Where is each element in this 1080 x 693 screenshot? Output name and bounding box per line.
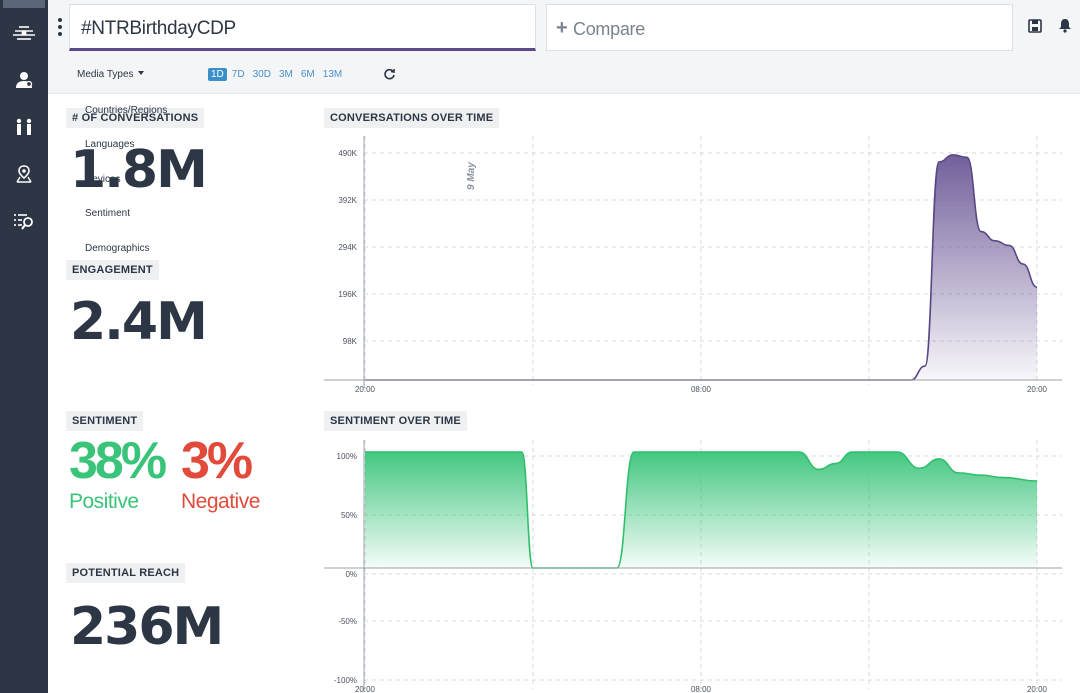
menu-item-countries[interactable]: Countries/Regions bbox=[85, 105, 168, 116]
conversations-label: # OF CONVERSATIONS bbox=[66, 108, 205, 128]
y-tick-label: 294K bbox=[338, 243, 357, 252]
kebab-menu-icon[interactable] bbox=[57, 18, 63, 38]
positive-label: Positive bbox=[69, 490, 139, 513]
y-tick-label: 98K bbox=[343, 337, 358, 346]
range-1d[interactable]: 1D bbox=[208, 68, 227, 81]
user-icon[interactable] bbox=[12, 68, 36, 92]
compare-label: Compare bbox=[573, 19, 645, 39]
plus-icon: + bbox=[556, 17, 568, 39]
y-tick-label: 50% bbox=[341, 511, 357, 520]
x-tick-label: 08:00 bbox=[691, 385, 712, 394]
refresh-icon[interactable] bbox=[383, 68, 396, 86]
x-tick-label: 20:00 bbox=[1027, 685, 1048, 693]
positive-value: 38% bbox=[69, 432, 167, 490]
conversations-value: 1.8M bbox=[70, 140, 208, 200]
sidebar-top-block bbox=[3, 0, 45, 8]
menu-item-languages[interactable]: Languages bbox=[85, 139, 135, 150]
x-tick-label: 20:00 bbox=[1027, 385, 1048, 394]
y-tick-label: 196K bbox=[338, 290, 357, 299]
sentiment-chart: 100%50%0%-50%-100%20:00 08:00 20:00 bbox=[324, 440, 1062, 693]
reach-label: POTENTIAL REACH bbox=[66, 563, 186, 583]
sentiment-label: SENTIMENT bbox=[66, 411, 144, 431]
x-tick-label: 20:00 bbox=[355, 385, 376, 394]
range-30d[interactable]: 30D bbox=[252, 69, 271, 80]
bell-icon[interactable] bbox=[1058, 18, 1072, 38]
menu-item-sentiment[interactable]: Sentiment bbox=[85, 208, 131, 219]
people-icon[interactable] bbox=[12, 115, 36, 139]
menu-item-devices[interactable]: Devices bbox=[85, 174, 121, 185]
series-area bbox=[365, 452, 1037, 568]
series-line bbox=[365, 451, 1038, 569]
range-6m[interactable]: 6M bbox=[300, 69, 315, 80]
media-types-label: Media Types bbox=[77, 69, 134, 80]
y-tick-label: -50% bbox=[338, 617, 357, 626]
negative-value: 3% bbox=[181, 432, 253, 490]
reach-value: 236M bbox=[70, 597, 224, 657]
engagement-label: ENGAGEMENT bbox=[66, 260, 159, 280]
date-annotation: 9 May bbox=[466, 162, 477, 190]
query-input[interactable]: #NTRBirthdayCDP bbox=[69, 4, 536, 51]
chevron-down-icon bbox=[137, 71, 144, 75]
range-13m[interactable]: 13M bbox=[322, 69, 343, 80]
series-area bbox=[365, 154, 1037, 380]
y-tick-label: 100% bbox=[337, 452, 357, 461]
compare-button[interactable]: + Compare bbox=[546, 4, 1013, 51]
menu-item-demographics[interactable]: Demographics bbox=[85, 243, 150, 254]
y-tick-label: 392K bbox=[338, 196, 357, 205]
y-tick-label: 490K bbox=[338, 149, 357, 158]
sidebar bbox=[0, 0, 48, 693]
sentiment-chart-title: SENTIMENT OVER TIME bbox=[324, 411, 467, 431]
range-7d[interactable]: 7D bbox=[231, 69, 245, 80]
header: #NTRBirthdayCDP + Compare Media Types 1D… bbox=[48, 0, 1080, 94]
range-3m[interactable]: 3M bbox=[278, 69, 293, 80]
conversations-chart: 490K 392K 294K 196K 98K 20:00 08:00 20:00 9 May bbox=[324, 136, 1062, 394]
negative-label: Negative bbox=[181, 490, 260, 513]
location-icon[interactable] bbox=[12, 162, 36, 186]
engagement-value: 2.4M bbox=[70, 292, 208, 352]
y-tick-label: 0% bbox=[345, 570, 357, 579]
x-tick-label: 20:00 bbox=[355, 685, 376, 693]
y-tick-label: -100% bbox=[334, 676, 357, 685]
query-text: #NTRBirthdayCDP bbox=[81, 18, 236, 39]
x-tick-label: 08:00 bbox=[691, 685, 712, 693]
date-range-selector: 1D 7D 30D 3M 6M 13M bbox=[208, 68, 347, 81]
search-list-icon[interactable] bbox=[12, 209, 36, 233]
stream-icon[interactable] bbox=[12, 21, 36, 45]
conversations-chart-title: CONVERSATIONS OVER TIME bbox=[324, 108, 500, 128]
media-types-dropdown[interactable]: Media Types bbox=[77, 69, 144, 80]
save-icon[interactable] bbox=[1028, 19, 1042, 38]
